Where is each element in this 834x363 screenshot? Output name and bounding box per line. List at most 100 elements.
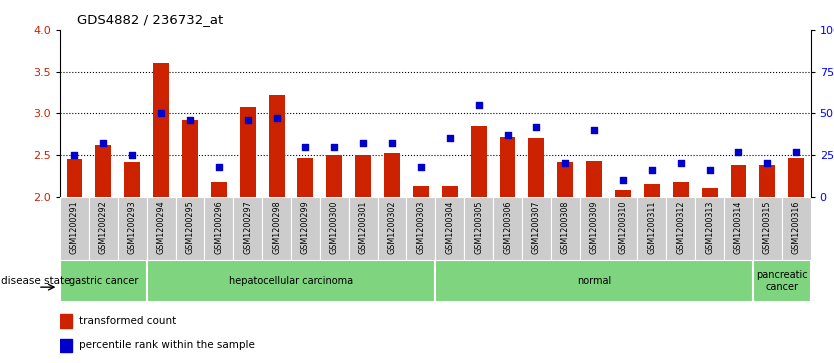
Point xyxy=(299,144,312,150)
Text: GSM1200296: GSM1200296 xyxy=(214,200,224,254)
Bar xyxy=(67,159,83,197)
Text: GSM1200300: GSM1200300 xyxy=(329,200,339,254)
Bar xyxy=(326,155,342,197)
Point xyxy=(241,117,254,123)
Point xyxy=(559,160,572,166)
Bar xyxy=(291,197,320,260)
Point xyxy=(183,117,197,123)
Bar xyxy=(147,260,435,302)
Text: GSM1200302: GSM1200302 xyxy=(388,200,396,254)
Bar xyxy=(580,197,609,260)
Text: GSM1200311: GSM1200311 xyxy=(647,200,656,254)
Bar xyxy=(760,165,776,197)
Text: GSM1200309: GSM1200309 xyxy=(590,200,599,254)
Text: GSM1200291: GSM1200291 xyxy=(70,200,79,254)
Bar xyxy=(493,197,522,260)
Bar xyxy=(465,197,493,260)
Bar xyxy=(175,197,204,260)
Bar xyxy=(644,184,660,197)
Bar xyxy=(204,197,234,260)
Bar xyxy=(435,260,753,302)
Text: GSM1200301: GSM1200301 xyxy=(359,200,368,254)
Bar xyxy=(89,197,118,260)
Point xyxy=(443,135,456,141)
Point xyxy=(703,167,716,173)
Bar xyxy=(124,162,140,197)
Bar xyxy=(269,95,284,197)
Bar xyxy=(609,197,637,260)
Bar xyxy=(500,137,515,197)
Bar xyxy=(147,197,175,260)
Bar xyxy=(557,162,573,197)
Bar xyxy=(586,161,602,197)
Text: GSM1200294: GSM1200294 xyxy=(157,200,166,254)
Bar xyxy=(753,197,781,260)
Bar xyxy=(211,182,227,197)
Bar xyxy=(442,186,458,197)
Bar xyxy=(435,197,465,260)
Bar xyxy=(753,260,811,302)
Bar xyxy=(349,197,378,260)
Text: GSM1200293: GSM1200293 xyxy=(128,200,137,254)
Bar xyxy=(529,138,545,197)
Bar xyxy=(701,188,717,197)
Text: GSM1200303: GSM1200303 xyxy=(416,200,425,254)
Bar xyxy=(60,197,89,260)
Bar xyxy=(153,64,169,197)
Text: GSM1200310: GSM1200310 xyxy=(619,200,627,254)
Bar xyxy=(60,260,147,302)
Text: GSM1200305: GSM1200305 xyxy=(475,200,483,254)
Point xyxy=(674,160,687,166)
Bar xyxy=(788,158,804,197)
Bar xyxy=(696,197,724,260)
Bar xyxy=(470,126,486,197)
Text: disease state: disease state xyxy=(1,276,70,286)
Text: GSM1200304: GSM1200304 xyxy=(445,200,455,254)
Bar xyxy=(406,197,435,260)
Point xyxy=(646,167,659,173)
Point xyxy=(616,177,630,183)
Text: GSM1200315: GSM1200315 xyxy=(763,200,771,254)
Point xyxy=(68,152,81,158)
Bar xyxy=(234,197,262,260)
Point xyxy=(270,115,284,121)
Bar xyxy=(673,182,689,197)
Point xyxy=(761,160,774,166)
Bar xyxy=(522,197,550,260)
Text: GSM1200308: GSM1200308 xyxy=(560,200,570,254)
Point xyxy=(790,149,803,155)
Point xyxy=(530,124,543,130)
Point xyxy=(472,102,485,108)
Point xyxy=(212,164,225,170)
Point xyxy=(385,140,399,146)
Text: gastric cancer: gastric cancer xyxy=(68,276,138,286)
Bar xyxy=(413,186,429,197)
Point xyxy=(501,132,515,138)
Bar xyxy=(731,165,746,197)
Bar xyxy=(118,197,147,260)
Text: percentile rank within the sample: percentile rank within the sample xyxy=(78,340,254,350)
Bar xyxy=(239,107,256,197)
Bar xyxy=(666,197,696,260)
Text: GSM1200314: GSM1200314 xyxy=(734,200,743,254)
Text: GSM1200295: GSM1200295 xyxy=(185,200,194,254)
Text: GSM1200297: GSM1200297 xyxy=(244,200,252,254)
Bar xyxy=(615,190,631,197)
Bar xyxy=(95,145,111,197)
Point xyxy=(356,140,369,146)
Text: GSM1200299: GSM1200299 xyxy=(301,200,310,254)
Text: normal: normal xyxy=(577,276,611,286)
Point xyxy=(126,152,139,158)
Text: pancreatic
cancer: pancreatic cancer xyxy=(756,270,807,291)
Point xyxy=(587,127,600,133)
Bar xyxy=(550,197,580,260)
Point xyxy=(97,140,110,146)
Point xyxy=(731,149,745,155)
Bar xyxy=(262,197,291,260)
Text: GSM1200316: GSM1200316 xyxy=(791,200,801,254)
Bar xyxy=(378,197,406,260)
Bar xyxy=(320,197,349,260)
Text: GSM1200312: GSM1200312 xyxy=(676,200,686,254)
Text: GDS4882 / 236732_at: GDS4882 / 236732_at xyxy=(77,13,223,26)
Text: GSM1200292: GSM1200292 xyxy=(99,200,108,254)
